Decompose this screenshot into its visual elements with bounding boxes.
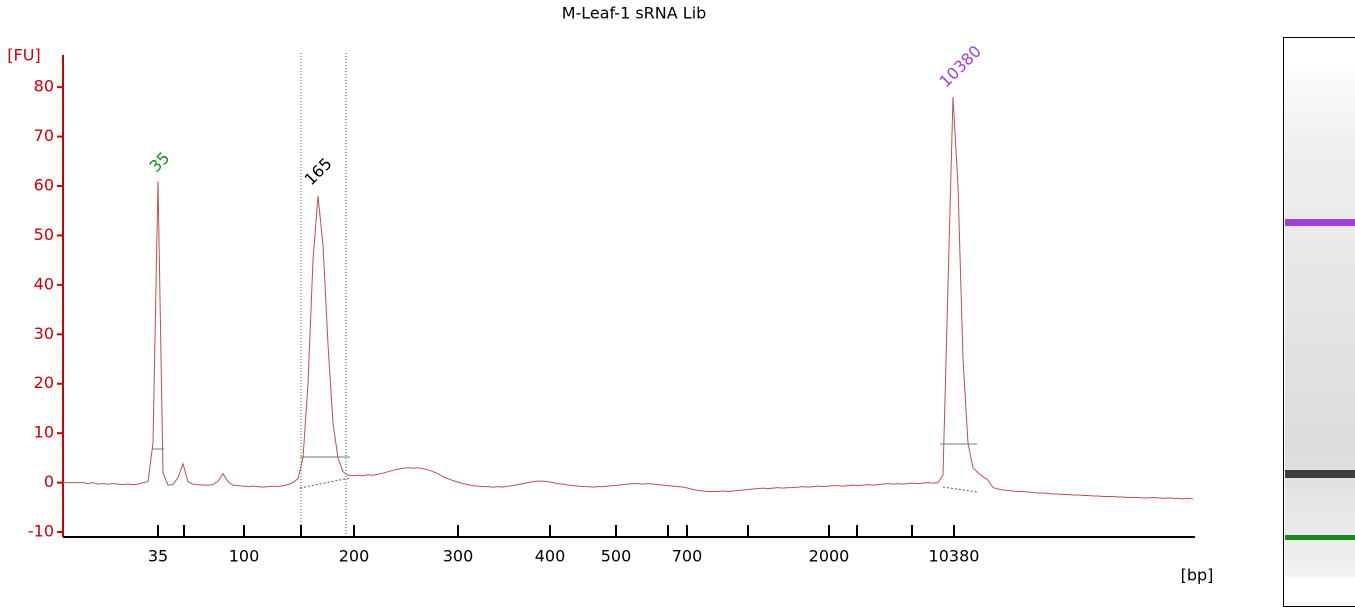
trace [63,96,1194,500]
x-tick-label: 500 [601,547,632,566]
peak-label: 10380 [936,42,985,91]
x-tick-label: 10380 [929,547,980,566]
x-tick-label: 200 [339,547,370,566]
y-tick-label: 50 [34,225,54,244]
x-tick-label: 700 [672,547,703,566]
gel-background [1285,60,1355,577]
x-tick-label: 35 [148,547,168,566]
x-axis-label: [bp] [1181,566,1214,585]
y-tick-label: 40 [34,274,54,293]
gel-band [1285,470,1355,478]
gel-lane [1283,37,1355,607]
x-tick-label: 100 [229,547,260,566]
peak-fill-line [942,486,978,493]
peak-fill-line [299,477,351,489]
y-tick-label: 60 [34,176,54,195]
x-tick-label: 2000 [809,547,850,566]
y-tick-label: 70 [34,126,54,145]
y-axis-label: [FU] [7,46,40,65]
gel-band [1285,535,1355,540]
y-tick-label: 30 [34,324,54,343]
peak-label: 165 [301,154,336,189]
x-tick-label: 300 [443,547,474,566]
x-tick-label: 400 [535,547,566,566]
y-tick-label: 0 [44,472,54,491]
y-tick-label: 80 [34,77,54,96]
gel-band [1285,219,1355,226]
y-tick-label: -10 [28,522,54,541]
y-tick-label: 10 [34,423,54,442]
chart-title: M-Leaf-1 sRNA Lib [562,4,707,23]
y-tick-label: 20 [34,373,54,392]
peak-label: 35 [146,148,174,176]
